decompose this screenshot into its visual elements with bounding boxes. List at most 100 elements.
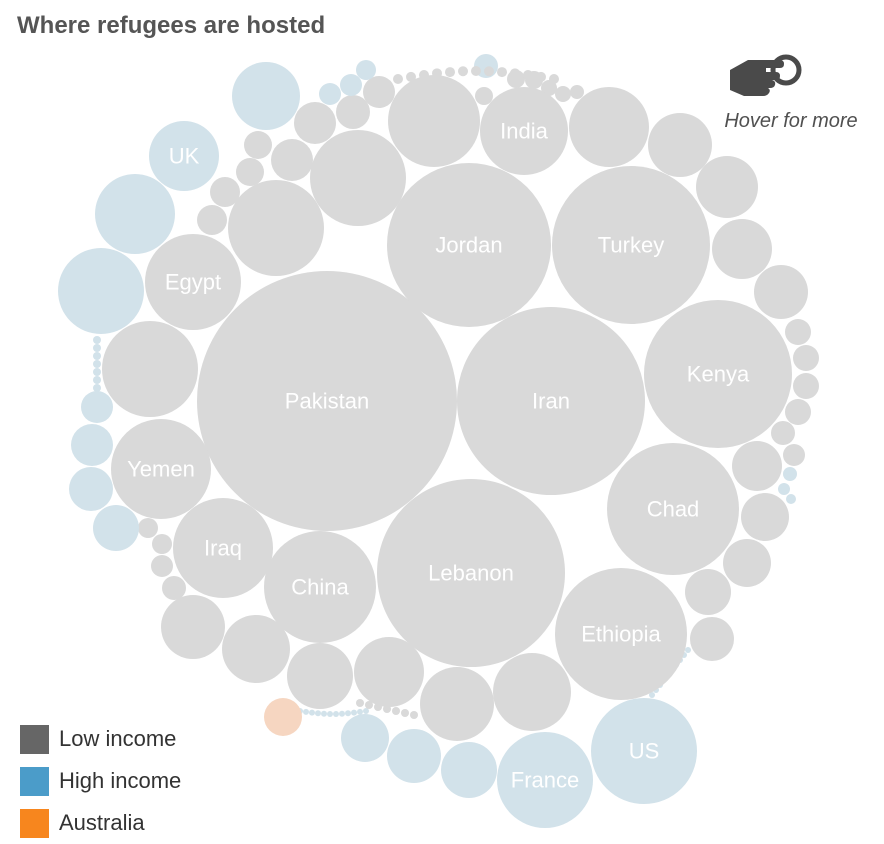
bubble-iran[interactable] <box>457 307 645 495</box>
bubble-low-26[interactable] <box>541 80 557 96</box>
bubble-kenya[interactable] <box>644 300 792 448</box>
bubble-high-58[interactable] <box>783 467 797 481</box>
bubble-chad[interactable] <box>607 443 739 575</box>
bubble-high-75[interactable] <box>93 344 101 352</box>
bubble-low-41[interactable] <box>152 534 172 554</box>
bubble-low-35[interactable] <box>793 345 819 371</box>
bubble-low-62[interactable] <box>406 71 416 82</box>
bubble-high-78[interactable] <box>93 368 101 376</box>
bubble-low-103[interactable] <box>356 699 364 707</box>
bubble-high-93[interactable] <box>649 692 655 698</box>
bubble-low-106[interactable] <box>383 705 391 713</box>
bubble-high-45[interactable] <box>95 174 175 254</box>
bubble-high-74[interactable] <box>93 336 101 344</box>
bubble-low-104[interactable] <box>365 701 373 709</box>
bubble-high-79[interactable] <box>93 376 101 384</box>
bubble-high-51[interactable] <box>341 714 389 762</box>
bubble-low-61[interactable] <box>393 74 403 84</box>
bubble-india[interactable] <box>480 87 568 175</box>
bubble-australia[interactable] <box>264 698 302 736</box>
bubble-low-42[interactable] <box>151 555 173 577</box>
bubble-low-1[interactable] <box>228 180 324 276</box>
bubble-high-55[interactable] <box>356 60 376 80</box>
bubble-high-102[interactable] <box>685 647 691 653</box>
bubble-low-38[interactable] <box>771 421 795 445</box>
bubble-uk[interactable] <box>149 121 219 191</box>
bubble-low-63[interactable] <box>419 70 429 80</box>
bubble-high-53[interactable] <box>441 742 497 798</box>
bubble-low-8[interactable] <box>287 643 353 709</box>
bubble-iraq[interactable] <box>173 498 273 598</box>
bubble-low-22[interactable] <box>336 95 370 129</box>
bubble-low-11[interactable] <box>648 113 712 177</box>
bubble-low-31[interactable] <box>236 158 264 186</box>
bubble-low-9[interactable] <box>222 615 290 683</box>
bubble-low-37[interactable] <box>785 399 811 425</box>
bubble-low-33[interactable] <box>197 205 227 235</box>
bubble-low-72[interactable] <box>536 71 546 82</box>
bubble-low-27[interactable] <box>555 86 571 102</box>
bubble-low-7[interactable] <box>354 637 424 707</box>
bubble-low-64[interactable] <box>432 68 442 79</box>
bubble-low-28[interactable] <box>570 85 584 99</box>
bubble-low-108[interactable] <box>401 709 409 717</box>
bubble-low-105[interactable] <box>374 703 382 711</box>
bubble-high-52[interactable] <box>387 729 441 783</box>
bubble-low-73[interactable] <box>549 74 559 84</box>
bubble-high-77[interactable] <box>93 360 101 368</box>
bubble-low-16[interactable] <box>741 493 789 541</box>
bubble-china[interactable] <box>264 531 376 643</box>
bubble-low-68[interactable] <box>484 66 494 77</box>
bubble-high-86[interactable] <box>327 710 333 717</box>
bubble-turkey[interactable] <box>552 166 710 324</box>
bubble-us[interactable] <box>591 698 697 804</box>
bubble-low-20[interactable] <box>294 102 336 144</box>
bubble-low-3[interactable] <box>388 75 480 167</box>
bubble-high-90[interactable] <box>351 709 357 716</box>
bubble-high-50[interactable] <box>93 505 139 551</box>
bubble-low-36[interactable] <box>793 373 819 399</box>
bubble-low-18[interactable] <box>685 569 731 615</box>
bubble-high-87[interactable] <box>333 710 339 717</box>
bubble-low-14[interactable] <box>754 265 808 319</box>
bubble-high-47[interactable] <box>81 391 113 423</box>
bubble-low-23[interactable] <box>363 76 395 108</box>
bubble-high-84[interactable] <box>315 710 321 717</box>
bubble-lebanon[interactable] <box>377 479 565 667</box>
bubble-low-109[interactable] <box>410 711 418 719</box>
bubble-high-48[interactable] <box>71 424 113 466</box>
bubble-low-69[interactable] <box>497 67 507 78</box>
bubble-low-70[interactable] <box>510 68 520 79</box>
bubble-high-82[interactable] <box>303 708 309 715</box>
bubble-low-6[interactable] <box>420 667 494 741</box>
bubble-ethiopia[interactable] <box>555 568 687 700</box>
bubble-low-15[interactable] <box>732 441 782 491</box>
bubble-low-4[interactable] <box>569 87 649 167</box>
bubble-jordan[interactable] <box>387 163 551 327</box>
bubble-low-13[interactable] <box>712 219 772 279</box>
bubble-high-89[interactable] <box>345 710 351 717</box>
bubble-low-34[interactable] <box>785 319 811 345</box>
bubble-low-43[interactable] <box>162 576 186 600</box>
bubble-low-107[interactable] <box>392 707 400 715</box>
bubble-high-59[interactable] <box>778 483 790 495</box>
bubble-low-12[interactable] <box>696 156 758 218</box>
bubble-low-39[interactable] <box>783 444 805 466</box>
bubble-yemen[interactable] <box>111 419 211 519</box>
bubble-low-19[interactable] <box>690 617 734 661</box>
bubble-high-83[interactable] <box>309 709 315 716</box>
bubble-high-49[interactable] <box>69 467 113 511</box>
bubble-low-30[interactable] <box>244 131 272 159</box>
bubble-low-65[interactable] <box>445 67 455 78</box>
bubble-low-66[interactable] <box>458 66 468 77</box>
bubble-high-85[interactable] <box>321 710 327 717</box>
bubble-low-5[interactable] <box>493 653 571 731</box>
bubble-low-71[interactable] <box>523 70 533 80</box>
bubble-high-60[interactable] <box>786 494 796 504</box>
bubble-high-57[interactable] <box>319 83 341 105</box>
bubble-low-67[interactable] <box>471 66 481 76</box>
bubble-france[interactable] <box>497 732 593 828</box>
bubble-low-2[interactable] <box>102 321 198 417</box>
bubble-egypt[interactable] <box>145 234 241 330</box>
